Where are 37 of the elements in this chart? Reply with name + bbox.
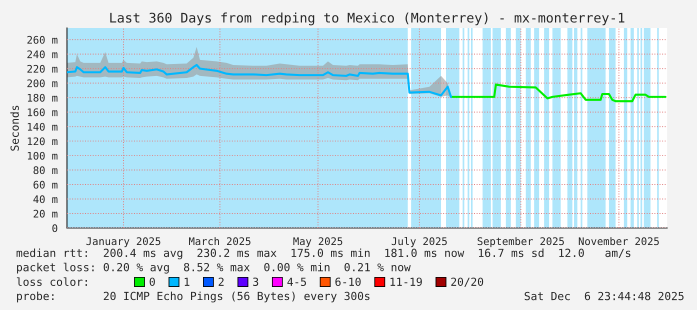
text: probe: 20 ICMP Echo Pings (56 Bytes) every 300s [17, 292, 370, 302]
x-tick-label: January 2025 [86, 237, 160, 248]
text: packet loss: 0.20 % avg 8.52 % max 0.00 % min 0.21 % now [17, 262, 411, 274]
text: median rtt: 200.4 ms avg 230.2 ms max 175.0 ms min 181.0 ms now 16.7 ms sd 12.0 am/s [16, 248, 630, 260]
x-tick-label: March 2025 [189, 237, 250, 246]
legend-label: 11-19 [390, 278, 422, 286]
line-series [66, 64, 452, 98]
text: Sat Dec 6 23:44:48 2025 [524, 292, 684, 300]
y-tick-label: 40 m [33, 195, 58, 204]
x-tick-label: September 2025 [478, 237, 564, 248]
y-tick-label: 80 m [34, 166, 58, 174]
y-tick-label: 260 m [27, 36, 58, 44]
y-tick-label: 180 m [28, 94, 58, 102]
legend-label: 0 [150, 278, 155, 286]
chart-title: Last 360 Days from redping to Mexico (Monterrey) - mx-monterrey-1 [110, 12, 624, 26]
y-tick-label: 100 m [28, 152, 58, 160]
legend-label: 3 [253, 278, 258, 286]
x-tick-label: November 2025 [578, 237, 659, 246]
legend-label: 1 [184, 278, 190, 286]
x-tick-label: May 2025 [293, 237, 342, 248]
y-tick-label: 20 m [34, 210, 58, 218]
y-tick-label: 60 m [34, 180, 58, 189]
legend-title: loss color: [16, 277, 87, 286]
legend-label: 2 [218, 278, 224, 286]
line-series [450, 84, 666, 102]
y-tick-label: 240 m [27, 50, 58, 58]
y-axis-title: Seconds [10, 106, 19, 151]
legend-label: 6-10 [335, 278, 361, 286]
legend-label: 4-5 [287, 278, 306, 286]
y-tick-label: 200 m [27, 79, 58, 88]
y-tick-label: 140 m [28, 122, 58, 131]
y-tick-label: 120 m [28, 137, 58, 146]
y-tick-label: 220 m [27, 64, 58, 73]
x-tick-label: July 2025 [392, 237, 447, 248]
legend-label: 20/20 [451, 278, 484, 287]
y-tick-label: 0 [52, 224, 58, 232]
y-tick-label: 160 m [28, 108, 58, 116]
